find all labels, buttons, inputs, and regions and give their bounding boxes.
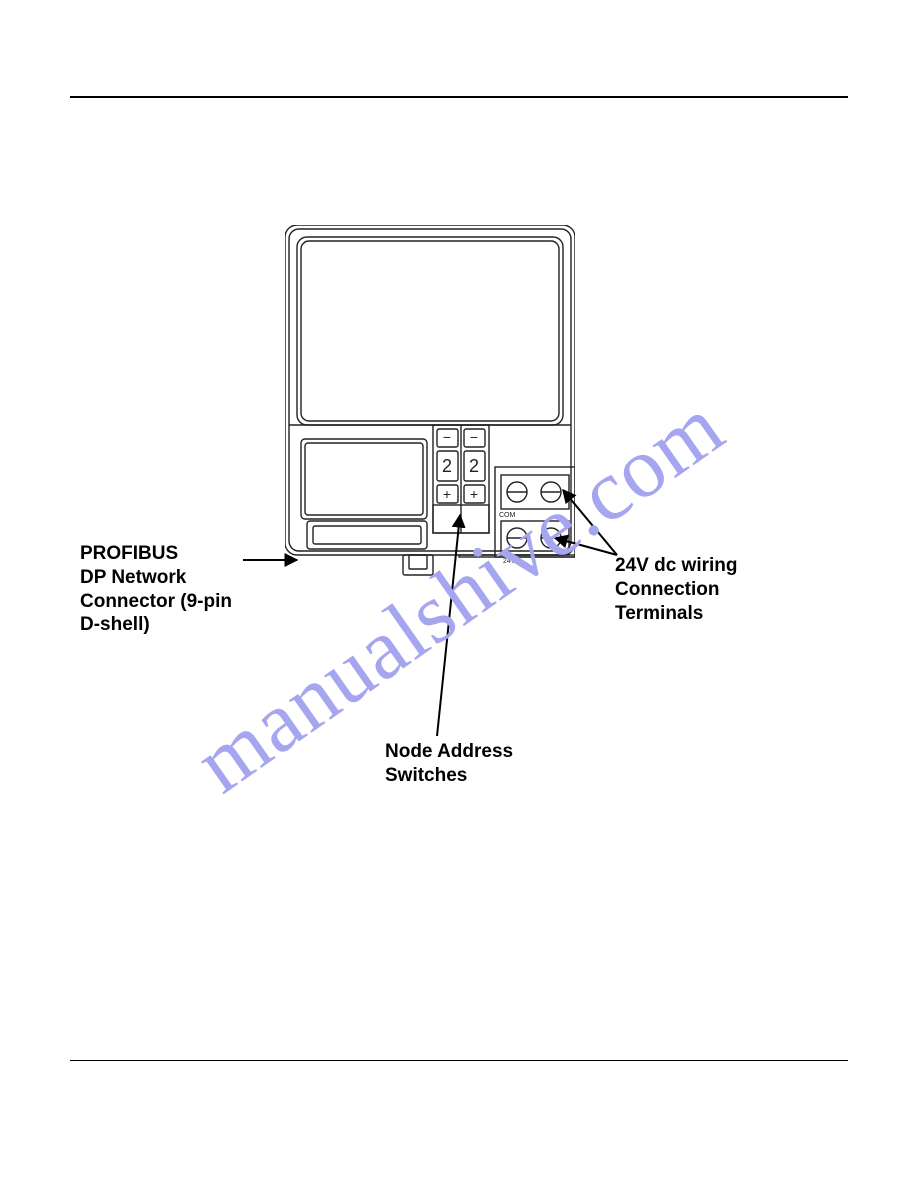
node-switches-label-line1: Node Address [385,741,513,762]
device-svg: − − 2 2 + + COM 24V [285,225,575,670]
node-switches-label: Node Address Switches [385,740,513,788]
bottom-rule [70,1060,848,1061]
wiring-label-line2: Connection [615,579,720,600]
node-switches-label-line2: Switches [385,765,467,786]
svg-text:+: + [443,486,451,502]
device-diagram: − − 2 2 + + COM 24V [285,225,575,630]
profibus-label-line1: PROFIBUS [80,543,178,564]
svg-text:24V: 24V [503,558,516,565]
svg-text:2: 2 [442,456,452,476]
svg-text:−: − [443,429,451,445]
svg-text:−: − [470,429,478,445]
profibus-label-line3: Connector (9-pin [80,591,232,612]
profibus-label-line4: D-shell) [80,614,150,635]
top-rule [70,96,848,98]
svg-text:2: 2 [469,456,479,476]
page: manualshive.com [0,0,918,1188]
svg-text:+: + [470,486,478,502]
wiring-label: 24V dc wiring Connection Terminals [615,554,737,625]
profibus-label: PROFIBUS DP Network Connector (9-pin D-s… [80,542,232,637]
wiring-label-line1: 24V dc wiring [615,555,737,576]
svg-text:COM: COM [499,512,516,519]
profibus-label-line2: DP Network [80,567,186,588]
wiring-label-line3: Terminals [615,603,703,624]
